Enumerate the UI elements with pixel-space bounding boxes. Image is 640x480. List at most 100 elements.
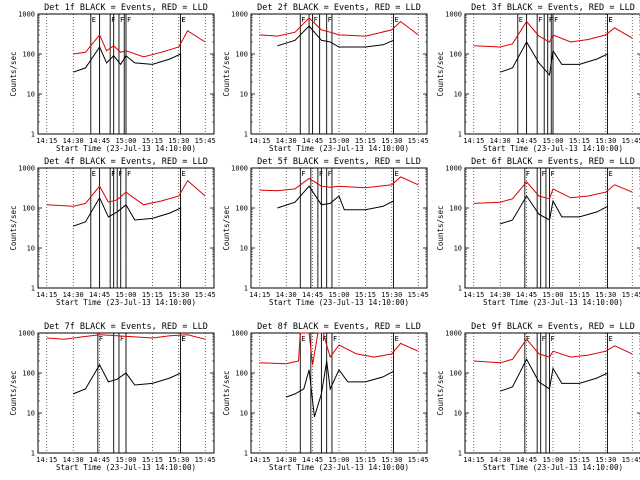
flag-label: F	[120, 16, 124, 24]
plot-frame	[464, 332, 640, 454]
panel-det-6: Det 6f BLACK = Events, RED = LLD 14:15 14:…	[436, 157, 640, 307]
x-tick-label: 14:30	[490, 291, 511, 299]
x-tick-label: 14:30	[276, 291, 297, 299]
panel-title: Det 3f BLACK = Events, RED = LLD	[471, 3, 635, 13]
series-events-line	[277, 25, 394, 48]
x-tick-label: 14:45	[302, 456, 323, 464]
y-tick-label: 10	[454, 91, 462, 99]
y-tick-label: 100	[235, 370, 248, 378]
x-tick-label: 15:00	[328, 291, 349, 299]
x-tick-label: 15:30	[595, 137, 616, 145]
panel-title: Det 4f BLACK = Events, RED = LLD	[44, 157, 208, 167]
plot-frame	[464, 13, 640, 135]
y-axis-label: Counts/sec	[222, 205, 231, 250]
flag-label: F	[120, 335, 124, 343]
x-tick-label: 14:15	[249, 137, 270, 145]
x-axis-label: Start Time (23-Jul-13 14:10:00)	[483, 298, 623, 307]
y-tick-label: 1	[458, 285, 462, 293]
y-axis-label: Counts/sec	[9, 370, 18, 415]
flag-label: F	[554, 16, 558, 24]
y-axis-label: Counts/sec	[436, 370, 445, 415]
series-events-line	[500, 40, 609, 94]
panel-det-5: Det 5f BLACK = Events, RED = LLD 14:15 14:…	[222, 157, 429, 307]
x-tick-label: 14:15	[463, 291, 484, 299]
flag-label: F	[182, 335, 186, 343]
series-lld-line	[473, 20, 633, 48]
x-axis-label: Start Time (23-Jul-13 14:10:00)	[269, 298, 409, 307]
y-axis-label: Counts/sec	[436, 51, 445, 96]
y-tick-label: 100	[449, 51, 462, 59]
x-axis-label: Start Time (23-Jul-13 14:10:00)	[483, 463, 623, 472]
flag-label: F	[182, 16, 186, 24]
panel-det-4: Det 4f BLACK = Events, RED = LLD 14:15 14:…	[9, 157, 216, 307]
panel-title: Det 9f BLACK = Events, RED = LLD	[471, 322, 635, 332]
series-lld-line	[259, 176, 419, 192]
series-lld-line	[73, 30, 206, 58]
x-tick-label: 15:00	[115, 291, 136, 299]
x-axis-label: Start Time (23-Jul-13 14:10:00)	[56, 144, 196, 153]
series-lld-line	[259, 17, 419, 37]
x-tick-label: 14:45	[89, 456, 110, 464]
x-tick-label: 14:15	[36, 137, 57, 145]
x-tick-label: 15:00	[542, 456, 563, 464]
flag-label: F	[542, 170, 546, 178]
flag-label: E	[182, 170, 186, 178]
y-tick-label: 10	[454, 410, 462, 418]
x-tick-label: 14:30	[63, 137, 84, 145]
x-tick-label: 14:30	[490, 456, 511, 464]
x-tick-label: 14:45	[516, 291, 537, 299]
panel-title: Det 7f BLACK = Events, RED = LLD	[44, 322, 208, 332]
y-tick-label: 100	[22, 370, 35, 378]
x-tick-label: 15:30	[381, 456, 402, 464]
series-lld-line	[259, 332, 419, 365]
flag-label: F	[319, 170, 323, 178]
x-tick-label: 15:15	[355, 291, 376, 299]
x-tick-label: 15:15	[142, 137, 163, 145]
panel-title: Det 5f BLACK = Events, RED = LLD	[257, 157, 421, 167]
flag-label: E	[609, 335, 613, 343]
flag-label: E	[301, 335, 305, 343]
x-tick-label: 15:15	[142, 291, 163, 299]
series-lld-line	[473, 181, 633, 204]
flag-label: F	[127, 16, 131, 24]
x-tick-label: 14:30	[490, 137, 511, 145]
x-tick-label: 15:15	[569, 291, 590, 299]
x-tick-label: 15:15	[355, 456, 376, 464]
x-tick-label: 15:15	[142, 456, 163, 464]
x-tick-label: 15:45	[195, 456, 216, 464]
series-events-line	[500, 358, 609, 413]
flag-label: F	[526, 335, 530, 343]
series-events-line	[73, 196, 182, 241]
x-tick-label: 15:30	[595, 291, 616, 299]
panel-title: Det 6f BLACK = Events, RED = LLD	[471, 157, 635, 167]
y-tick-label: 1	[244, 131, 248, 139]
panel-det-7: Det 7f BLACK = Events, RED = LLD 14:15 14:…	[9, 322, 216, 472]
series-events-line	[73, 45, 182, 87]
flag-label: F	[333, 335, 337, 343]
y-tick-label: 1	[31, 131, 35, 139]
panel-det-1: Det 1f BLACK = Events, RED = LLD 14:15 14:…	[9, 3, 216, 153]
y-tick-label: 1000	[445, 165, 462, 173]
x-tick-label: 15:30	[168, 456, 189, 464]
y-tick-label: 10	[240, 245, 248, 253]
flag-label: E	[609, 170, 613, 178]
x-tick-label: 14:45	[516, 137, 537, 145]
flag-label: E	[395, 16, 399, 24]
flag-label: F	[111, 170, 115, 178]
flag-label: F	[301, 170, 305, 178]
y-tick-label: 1	[458, 450, 462, 458]
x-tick-label: 14:45	[89, 137, 110, 145]
series-lld-line	[46, 334, 206, 340]
panel-title: Det 2f BLACK = Events, RED = LLD	[257, 3, 421, 13]
x-tick-label: 14:30	[276, 456, 297, 464]
y-tick-label: 1000	[18, 330, 35, 338]
x-tick-label: 14:45	[516, 456, 537, 464]
flag-label: E	[92, 170, 96, 178]
x-tick-label: 15:45	[195, 291, 216, 299]
y-tick-label: 1000	[445, 11, 462, 19]
flag-label: F	[609, 16, 613, 24]
x-tick-label: 15:45	[408, 291, 429, 299]
x-tick-label: 15:15	[569, 456, 590, 464]
flag-label: E	[395, 335, 399, 343]
